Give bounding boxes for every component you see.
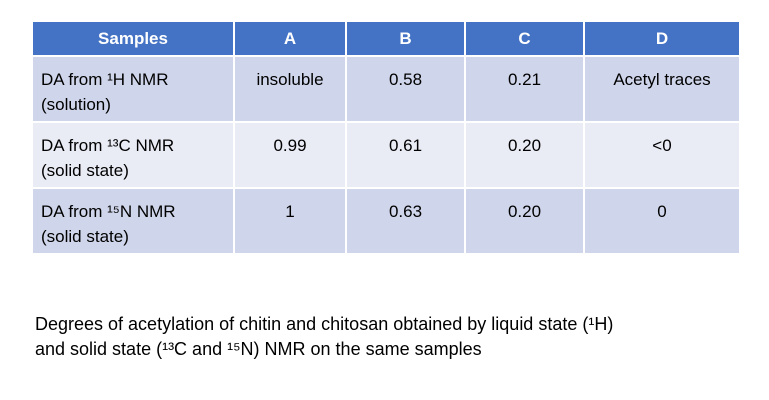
table-cell: Acetyl traces [584,56,741,123]
caption-line: and solid state (¹³C and ¹⁵N) NMR on the… [35,339,482,359]
row-label-line: (solid state) [41,227,129,246]
table-cell: 0.58 [346,56,466,123]
table-cell: 1 [234,188,347,255]
caption: Degrees of acetylation of chitin and chi… [35,312,613,362]
row-label: DA from ¹H NMR (solution) [33,56,235,123]
table-row: DA from ¹⁵N NMR (solid state) 1 0.63 0.20 0 [33,188,741,255]
row-label-line: DA from ¹³C NMR [41,136,175,155]
row-label-line: DA from ¹H NMR [41,70,169,89]
caption-line: Degrees of acetylation of chitin and chi… [35,314,614,334]
table-row: DA from ¹³C NMR (solid state) 0.99 0.61 0.20… [33,122,741,189]
data-table: Samples A B C D DA from ¹H NMR (solution) inso… [33,22,741,255]
table-cell: 0.61 [346,122,466,189]
row-label-line: (solution) [41,95,111,114]
table-cell: 0.63 [346,188,466,255]
table-cell: 0.20 [465,122,585,189]
header-cell: A [234,22,347,57]
row-label-line: DA from ¹⁵N NMR [41,202,176,221]
table-cell: <0 [584,122,741,189]
table-cell: insoluble [234,56,347,123]
row-label: DA from ¹⁵N NMR (solid state) [33,188,235,255]
table-row: DA from ¹H NMR (solution) insoluble 0.58 0.2… [33,56,741,123]
header-row: Samples A B C D [33,22,741,57]
table-cell: 0.21 [465,56,585,123]
table-body: DA from ¹H NMR (solution) insoluble 0.58 0.2… [33,56,741,255]
header-cell: C [465,22,585,57]
header-cell: D [584,22,741,57]
header-cell: Samples [33,22,235,57]
row-label: DA from ¹³C NMR (solid state) [33,122,235,189]
table-cell: 0.99 [234,122,347,189]
table-cell: 0 [584,188,741,255]
header-cell: B [346,22,466,57]
row-label-line: (solid state) [41,161,129,180]
table-cell: 0.20 [465,188,585,255]
